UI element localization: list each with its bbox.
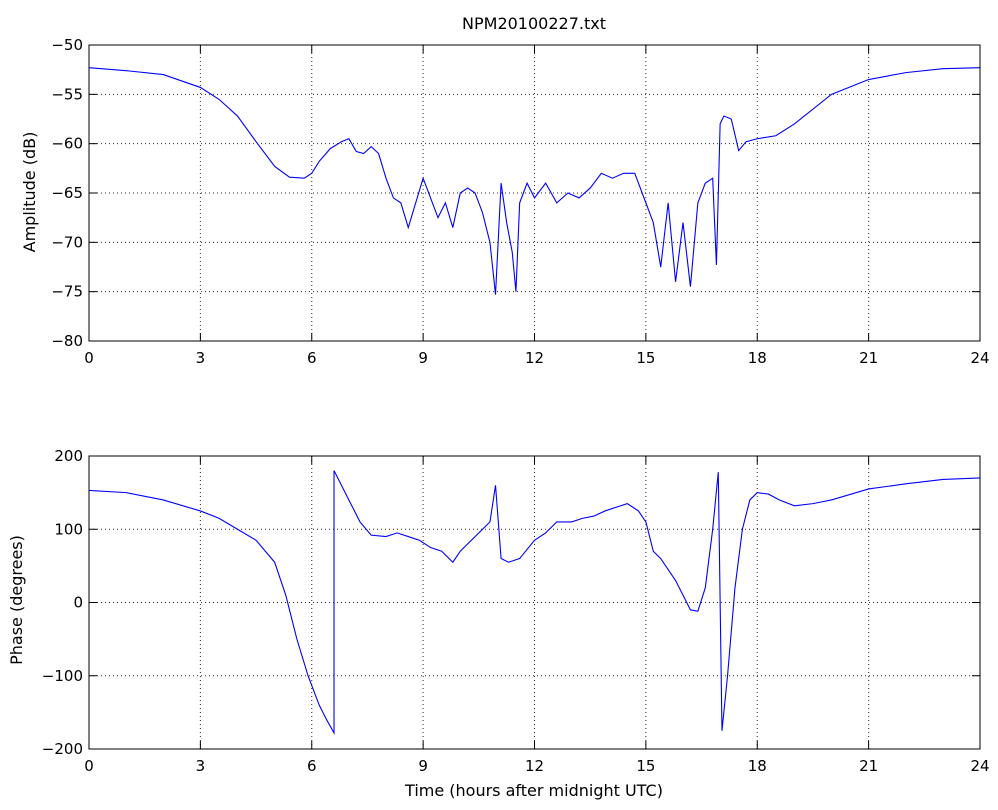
phase-x-tick-label: 12 (525, 757, 544, 775)
chart-title: NPM20100227.txt (462, 14, 606, 33)
phase-y-axis-label: Phase (degrees) (7, 535, 26, 665)
amplitude-x-tick-label: 9 (418, 349, 428, 367)
phase-y-tick-label: 200 (54, 447, 83, 465)
phase-x-tick-label: 0 (84, 757, 94, 775)
amplitude-y-tick-label: −50 (51, 36, 83, 54)
amplitude-y-tick-label: −70 (51, 233, 83, 251)
amplitude-grid (89, 45, 980, 341)
amplitude-series-line (88, 67, 981, 295)
amplitude-x-tick-label: 21 (859, 349, 878, 367)
amplitude-x-tick-label: 18 (748, 349, 767, 367)
phase-x-tick-label: 6 (307, 757, 317, 775)
time-x-axis-label: Time (hours after midnight UTC) (404, 781, 663, 800)
amplitude-y-tick-label: −75 (51, 283, 83, 301)
amplitude-panel: NPM20100227.txt Amplitude (dB) 0 3 6 9 12 15 1… (20, 14, 990, 367)
phase-ticks (88, 455, 981, 750)
amplitude-y-tick-label: −65 (51, 184, 83, 202)
phase-y-tick-label: 100 (54, 520, 83, 538)
phase-x-tick-label: 21 (859, 757, 878, 775)
phase-panel: Phase (degrees) Time (hours after midnig… (7, 447, 990, 800)
phase-x-tick-label: 3 (196, 757, 206, 775)
amplitude-tick-labels: 0 3 6 9 12 15 18 21 24 −80 −75 −70 −65 −60 −55 −50 (51, 36, 989, 367)
amplitude-x-tick-label: 6 (307, 349, 317, 367)
phase-tick-labels: 0 3 6 9 12 15 18 21 24 −200 −100 0 100 200 (42, 447, 990, 775)
phase-y-tick-label: −100 (42, 667, 83, 685)
phase-x-tick-label: 24 (970, 757, 989, 775)
amplitude-x-tick-label: 0 (84, 349, 94, 367)
amplitude-x-tick-label: 3 (196, 349, 206, 367)
amplitude-y-axis-label: Amplitude (dB) (20, 132, 39, 253)
phase-x-tick-label: 18 (748, 757, 767, 775)
phase-y-tick-label: 0 (73, 594, 83, 612)
phase-x-tick-label: 9 (418, 757, 428, 775)
amplitude-x-tick-label: 12 (525, 349, 544, 367)
phase-x-tick-label: 15 (636, 757, 655, 775)
amplitude-y-tick-label: −80 (51, 332, 83, 350)
phase-grid (89, 456, 980, 749)
amplitude-y-tick-label: −60 (51, 135, 83, 153)
phase-axes-box (88, 455, 981, 750)
amplitude-x-tick-label: 15 (636, 349, 655, 367)
amplitude-y-tick-label: −55 (51, 85, 83, 103)
amplitude-axes-box (88, 44, 981, 342)
phase-series-line (88, 470, 981, 735)
phase-y-tick-label: −200 (42, 740, 83, 758)
amplitude-x-tick-label: 24 (970, 349, 989, 367)
